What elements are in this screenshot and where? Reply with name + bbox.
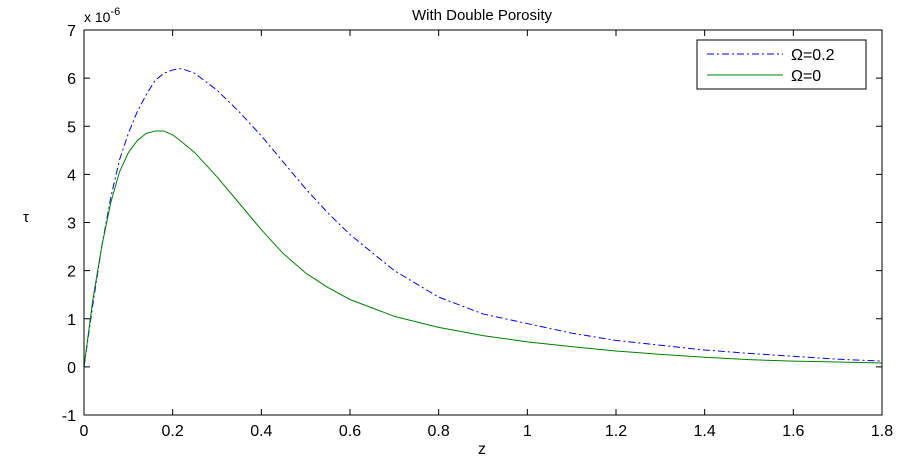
y-tick-label: 4 [67,167,76,184]
y-tick-label: 6 [67,71,76,88]
y-scale-base: x 10 [84,9,111,25]
legend-label-series-1: Ω=0.2 [791,47,835,64]
legend-label-series-2: Ω=0 [791,68,821,85]
y-tick-label: 5 [67,119,76,136]
y-tick-label: 2 [67,264,76,281]
y-axis-label: τ [23,209,29,226]
x-tick-label: 0.2 [162,423,184,440]
legend: Ω=0.2 Ω=0 [696,39,867,90]
y-tick-label: 3 [67,216,76,233]
y-scale-multiplier: x 10-6 [84,6,120,25]
x-tick-label: 1 [523,423,532,440]
plot-background [84,30,882,415]
x-tick-label: 0 [80,423,89,440]
x-tick-label: 1.8 [871,423,893,440]
series-line-1 [83,68,883,367]
x-tick-label: 1.4 [694,423,716,440]
x-axis-label: z [478,441,486,458]
y-tick-label: 0 [67,360,76,377]
x-tick-label: 1.6 [782,423,804,440]
x-tick-label: 1.2 [605,423,627,440]
series-line-2 [83,130,883,367]
y-tick-label: -1 [62,408,76,425]
y-tick-label: 1 [67,312,76,329]
x-tick-label: 0.6 [339,423,361,440]
y-tick-label: 7 [67,23,76,40]
y-scale-exponent: -6 [110,6,120,18]
legend-box [696,39,867,90]
chart-title: With Double Porosity [412,7,553,24]
x-tick-label: 0.4 [250,423,272,440]
x-tick-label: 0.8 [428,423,450,440]
